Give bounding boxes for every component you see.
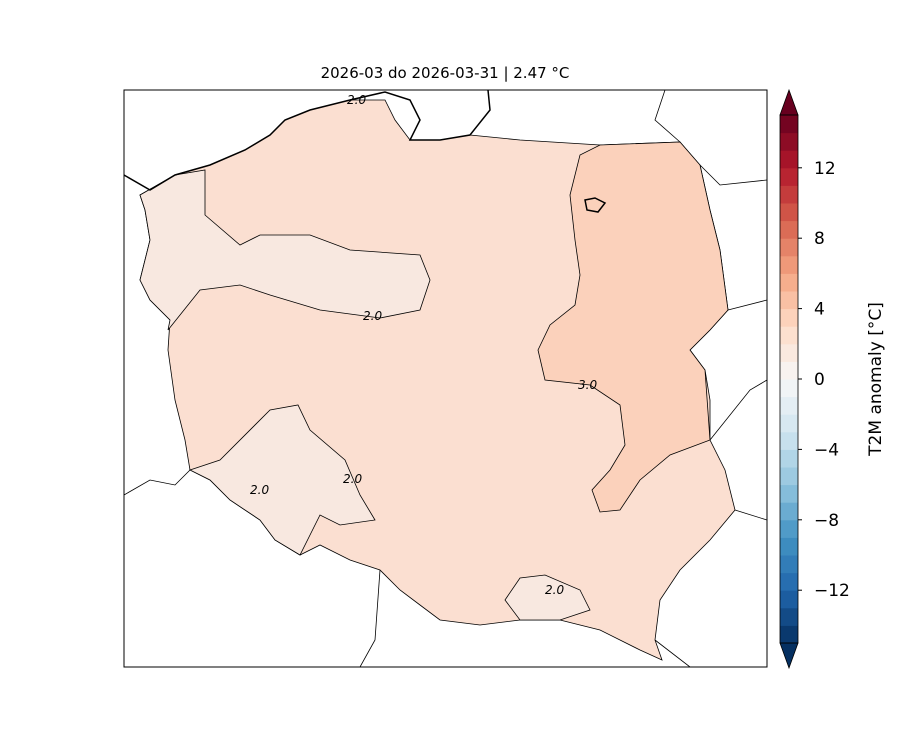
colorbar-segment — [780, 396, 798, 415]
colorbar-segment — [780, 502, 798, 521]
colorbar-segment — [780, 607, 798, 626]
colorbar-segment — [780, 203, 798, 222]
colorbar-tick-label: −4 — [814, 440, 839, 460]
colorbar-tick-label: 0 — [814, 370, 825, 390]
colorbar-extend-min — [779, 642, 799, 670]
colorbar-segment — [780, 150, 798, 169]
colorbar-segment — [780, 379, 798, 398]
colorbar-segment — [780, 519, 798, 538]
colorbar-segment — [780, 308, 798, 327]
colorbar-segment — [780, 132, 798, 151]
colorbar-segment — [780, 238, 798, 257]
colorbar-segment — [780, 273, 798, 292]
colorbar-segment — [780, 185, 798, 204]
colorbar-segment — [780, 220, 798, 239]
colorbar-segment — [780, 414, 798, 433]
colorbar-tick-label: 8 — [814, 229, 825, 249]
colorbar-segment — [780, 361, 798, 380]
neighbor-borders — [124, 90, 767, 667]
colorbar-segment — [780, 625, 798, 644]
zone-below-2-southwest — [188, 404, 376, 556]
colorbar-segment — [780, 255, 798, 274]
contour-label: 2.0 — [363, 309, 382, 323]
colorbar-segment — [780, 537, 798, 556]
contour-label: 2.0 — [343, 472, 362, 486]
contour-label: 2.0 — [347, 93, 366, 107]
zone-below-2-west — [139, 169, 431, 331]
baltic-coastline — [124, 90, 491, 191]
colorbar-segment — [780, 167, 798, 186]
colorbar-segment — [780, 449, 798, 468]
colorbar-segment — [780, 343, 798, 362]
zone-below-2-south — [504, 574, 591, 621]
colorbar-segment — [780, 555, 798, 574]
colorbar-segment — [780, 291, 798, 310]
colorbar: −12 −8 −4 0 4 8 12 — [779, 88, 850, 670]
map-area — [124, 90, 767, 667]
colorbar-tick-label: −8 — [814, 511, 839, 531]
zone-above-3-east — [537, 141, 729, 513]
map-frame — [123, 89, 768, 668]
colorbar-segment — [780, 115, 798, 134]
colorbar-segment — [780, 590, 798, 609]
colorbar-tick-label: 12 — [814, 159, 836, 179]
colorbar-tick-label: −12 — [814, 581, 850, 601]
lake-icon — [584, 197, 607, 213]
colorbar-segment — [780, 467, 798, 486]
contour-label: 2.0 — [250, 483, 269, 497]
contour-labels: 2.0 2.0 2.0 2.0 2.0 3.0 — [250, 93, 597, 597]
contour-label: 2.0 — [545, 583, 564, 597]
colorbar-segment — [780, 326, 798, 345]
colorbar-extend-max — [779, 88, 799, 116]
colorbar-segment — [780, 431, 798, 450]
colorbar-segment — [780, 484, 798, 503]
colorbar-label: T2M anomaly [°C] — [866, 302, 886, 457]
colorbar-tick-label: 4 — [814, 300, 825, 320]
map-title: 2026-03 do 2026-03-31 | 2.47 °C — [321, 64, 570, 82]
contour-label: 3.0 — [578, 378, 597, 392]
colorbar-segment — [780, 572, 798, 591]
